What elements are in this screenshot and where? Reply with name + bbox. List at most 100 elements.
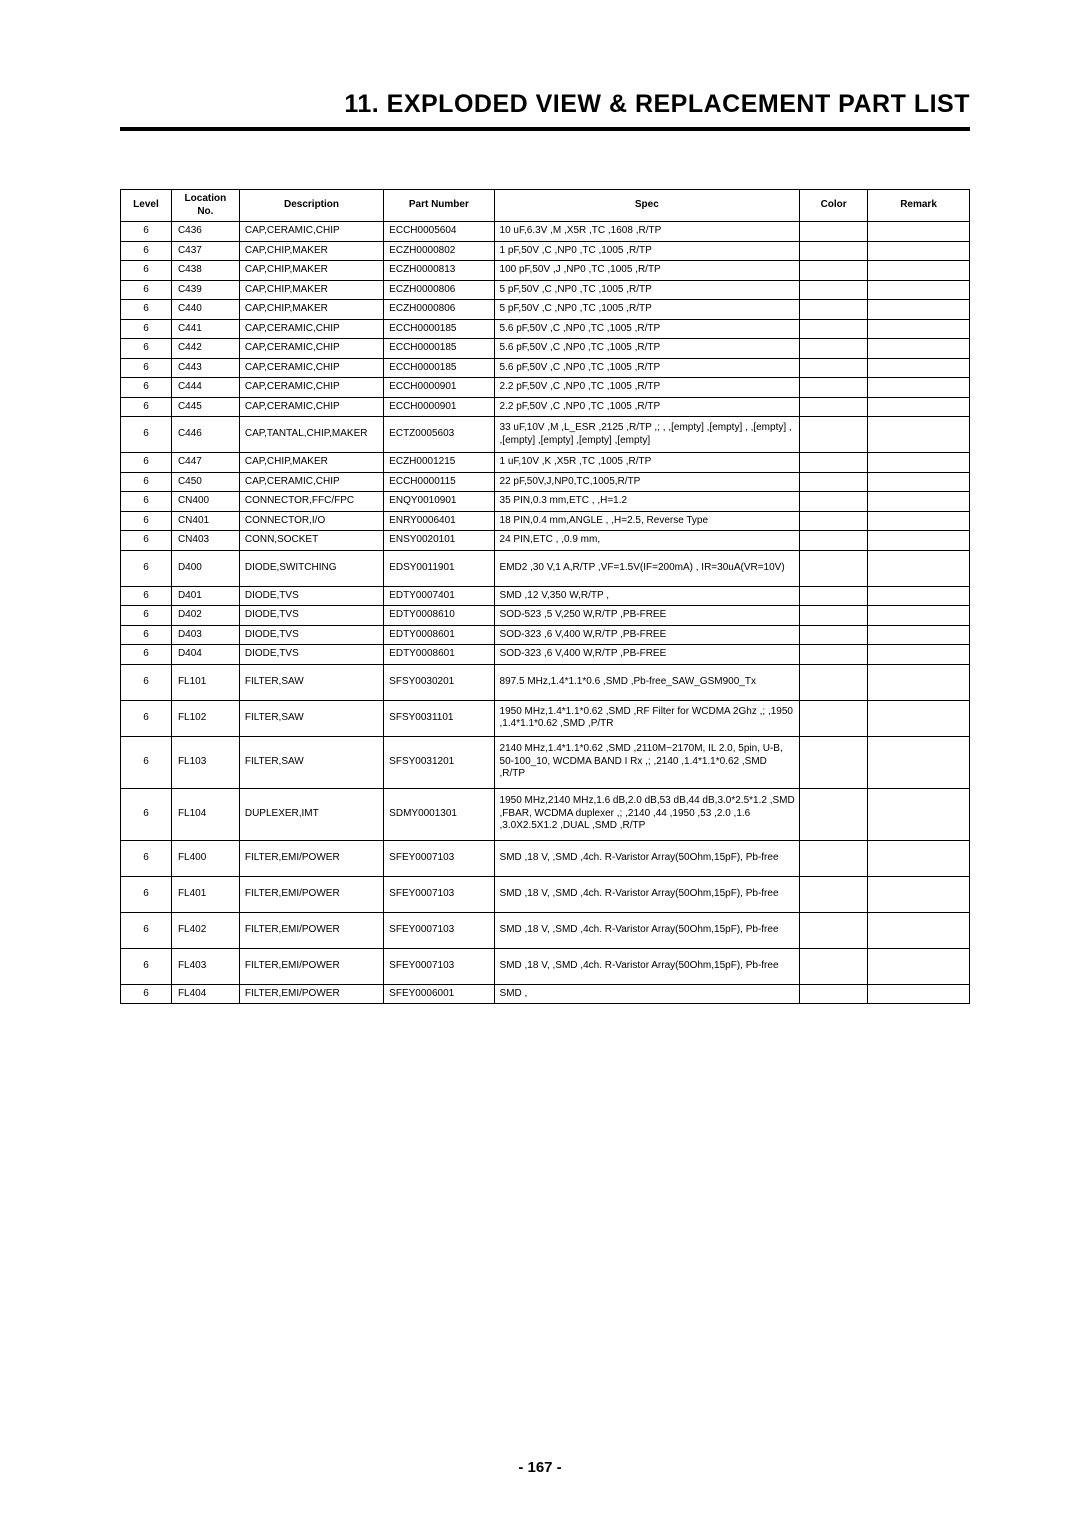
cell-pn: ECCH0000901 [384,378,494,398]
cell-color [800,492,868,512]
cell-loc: D404 [171,645,239,665]
cell-remark [868,397,970,417]
cell-pn: EDTY0008601 [384,645,494,665]
cell-loc: C438 [171,261,239,281]
cell-remark [868,625,970,645]
cell-remark [868,984,970,1004]
cell-level: 6 [121,700,172,736]
cell-desc: CAP,CERAMIC,CHIP [239,339,383,359]
cell-spec: SMD ,18 V, ,SMD ,4ch. R-Varistor Array(5… [494,840,800,876]
cell-loc: C444 [171,378,239,398]
cell-remark [868,700,970,736]
cell-level: 6 [121,222,172,242]
cell-remark [868,222,970,242]
cell-pn: ENRY0006401 [384,511,494,531]
cell-spec: 10 uF,6.3V ,M ,X5R ,TC ,1608 ,R/TP [494,222,800,242]
cell-color [800,300,868,320]
col-desc: Description [239,190,383,222]
cell-pn: SFEY0007103 [384,948,494,984]
cell-desc: CAP,CHIP,MAKER [239,280,383,300]
cell-pn: EDTY0008601 [384,625,494,645]
cell-pn: EDTY0008610 [384,606,494,626]
cell-pn: ENSY0020101 [384,531,494,551]
table-row: 6C439CAP,CHIP,MAKERECZH00008065 pF,50V ,… [121,280,970,300]
cell-spec: SMD ,18 V, ,SMD ,4ch. R-Varistor Array(5… [494,948,800,984]
cell-color [800,645,868,665]
cell-desc: CAP,CERAMIC,CHIP [239,472,383,492]
table-row: 6FL102FILTER,SAWSFSY00311011950 MHz,1.4*… [121,700,970,736]
cell-color [800,736,868,788]
cell-color [800,912,868,948]
cell-loc: CN403 [171,531,239,551]
cell-loc: C440 [171,300,239,320]
cell-pn: SDMY0001301 [384,788,494,840]
cell-color [800,625,868,645]
cell-level: 6 [121,550,172,586]
cell-remark [868,511,970,531]
cell-color [800,319,868,339]
cell-level: 6 [121,736,172,788]
cell-remark [868,378,970,398]
cell-remark [868,241,970,261]
cell-loc: C439 [171,280,239,300]
table-row: 6D400DIODE,SWITCHINGEDSY0011901EMD2 ,30 … [121,550,970,586]
cell-remark [868,912,970,948]
cell-level: 6 [121,472,172,492]
cell-loc: C445 [171,397,239,417]
cell-spec: 5.6 pF,50V ,C ,NP0 ,TC ,1005 ,R/TP [494,358,800,378]
page-number: - 167 - [0,1459,1080,1476]
cell-loc: FL103 [171,736,239,788]
cell-desc: CONNECTOR,I/O [239,511,383,531]
cell-level: 6 [121,586,172,606]
cell-color [800,606,868,626]
cell-level: 6 [121,948,172,984]
cell-loc: D402 [171,606,239,626]
cell-loc: FL400 [171,840,239,876]
cell-desc: DIODE,SWITCHING [239,550,383,586]
cell-loc: FL102 [171,700,239,736]
cell-spec: 1950 MHz,2140 MHz,1.6 dB,2.0 dB,53 dB,44… [494,788,800,840]
cell-level: 6 [121,912,172,948]
title-block: 11. EXPLODED VIEW & REPLACEMENT PART LIS… [120,90,970,119]
cell-remark [868,948,970,984]
table-row: 6C446CAP,TANTAL,CHIP,MAKERECTZ000560333 … [121,417,970,453]
cell-spec: SOD-523 ,5 V,250 W,R/TP ,PB-FREE [494,606,800,626]
cell-color [800,550,868,586]
cell-remark [868,876,970,912]
cell-remark [868,840,970,876]
cell-level: 6 [121,511,172,531]
table-row: 6CN403CONN,SOCKETENSY002010124 PIN,ETC ,… [121,531,970,551]
cell-pn: ECZH0000813 [384,261,494,281]
cell-level: 6 [121,417,172,453]
cell-loc: D401 [171,586,239,606]
cell-loc: FL404 [171,984,239,1004]
cell-color [800,280,868,300]
cell-level: 6 [121,664,172,700]
cell-spec: SMD ,18 V, ,SMD ,4ch. R-Varistor Array(5… [494,876,800,912]
cell-spec: SMD ,18 V, ,SMD ,4ch. R-Varistor Array(5… [494,912,800,948]
cell-spec: 2.2 pF,50V ,C ,NP0 ,TC ,1005 ,R/TP [494,378,800,398]
cell-pn: EDTY0007401 [384,586,494,606]
cell-remark [868,664,970,700]
table-row: 6C437CAP,CHIP,MAKERECZH00008021 pF,50V ,… [121,241,970,261]
cell-pn: ECZH0000806 [384,300,494,320]
cell-pn: EDSY0011901 [384,550,494,586]
cell-loc: FL101 [171,664,239,700]
cell-spec: 5 pF,50V ,C ,NP0 ,TC ,1005 ,R/TP [494,300,800,320]
cell-pn: SFSY0030201 [384,664,494,700]
cell-loc: CN401 [171,511,239,531]
table-row: 6FL404FILTER,EMI/POWERSFEY0006001SMD , [121,984,970,1004]
table-row: 6D403DIODE,TVSEDTY0008601SOD-323 ,6 V,40… [121,625,970,645]
cell-desc: CAP,CERAMIC,CHIP [239,222,383,242]
cell-pn: SFSY0031101 [384,700,494,736]
table-row: 6C447CAP,CHIP,MAKERECZH00012151 uF,10V ,… [121,453,970,473]
table-row: 6C436CAP,CERAMIC,CHIPECCH000560410 uF,6.… [121,222,970,242]
cell-pn: ECZH0001215 [384,453,494,473]
cell-loc: D400 [171,550,239,586]
cell-spec: 33 uF,10V ,M ,L_ESR ,2125 ,R/TP ,; , ,[e… [494,417,800,453]
cell-desc: DIODE,TVS [239,606,383,626]
cell-pn: SFSY0031201 [384,736,494,788]
cell-spec: SMD ,12 V,350 W,R/TP , [494,586,800,606]
cell-remark [868,319,970,339]
cell-pn: ECCH0000901 [384,397,494,417]
